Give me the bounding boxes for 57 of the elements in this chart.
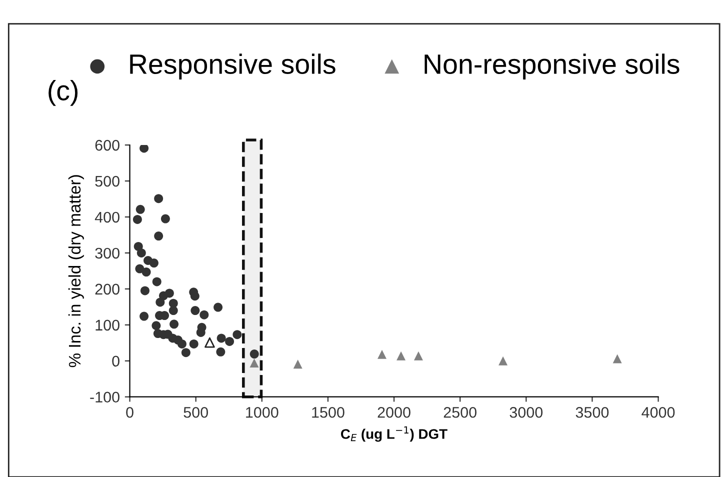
- point: [232, 330, 242, 340]
- point: [250, 358, 259, 368]
- point: [293, 360, 302, 369]
- point: [154, 194, 164, 204]
- point: [250, 350, 259, 359]
- y-tick-label: -100: [90, 392, 120, 403]
- point: [216, 347, 226, 356]
- point: [140, 145, 149, 153]
- point: [152, 321, 161, 330]
- y-tick-label: 500: [95, 176, 120, 187]
- point: [612, 354, 622, 364]
- x-tick-label: 2500: [444, 406, 476, 418]
- point: [177, 339, 186, 348]
- y-tick-label: 0: [112, 356, 120, 367]
- point: [200, 310, 209, 320]
- x-tick-label: 2000: [378, 406, 410, 418]
- x-tick-label: 3500: [576, 406, 609, 418]
- point: [181, 348, 190, 358]
- point: [170, 320, 179, 329]
- point: [149, 258, 158, 268]
- y-tick-label: 200: [95, 284, 120, 295]
- x-tick-label: 0: [126, 406, 134, 418]
- point: [142, 268, 151, 277]
- point: [168, 306, 178, 316]
- point: [396, 351, 406, 360]
- point: [136, 204, 145, 214]
- point: [140, 312, 149, 321]
- point: [225, 336, 234, 346]
- point: [216, 334, 226, 343]
- x-tick-label: 3000: [510, 406, 543, 418]
- point: [132, 214, 142, 224]
- x-axis-title: C$_{E}$ (ug L$^{−1}$) DGT: [340, 426, 448, 442]
- point: [140, 286, 150, 296]
- point: [136, 248, 146, 258]
- point: [154, 232, 164, 241]
- x-tick-label: 1500: [312, 406, 344, 418]
- point: [189, 339, 198, 348]
- point: [190, 306, 200, 316]
- point: [498, 356, 508, 366]
- chart-title: (c): [48, 80, 78, 106]
- legend-label: Non-responsive soils: [424, 54, 680, 80]
- legend-label: Responsive soils: [130, 54, 336, 80]
- x-tick-label: 1000: [246, 406, 278, 418]
- point: [152, 277, 162, 286]
- point: [204, 337, 215, 348]
- point: [414, 351, 423, 360]
- point: [164, 288, 174, 298]
- point: [214, 302, 223, 312]
- y-tick-label: 600: [95, 140, 120, 151]
- point: [160, 214, 170, 224]
- y-tick-label: 400: [94, 212, 120, 223]
- x-tick-label: 500: [184, 406, 208, 418]
- y-tick-label: 100: [96, 320, 120, 331]
- y-tick-label: 300: [95, 248, 120, 259]
- x-tick-label: 4000: [642, 406, 675, 418]
- y-axis-title: % Inc. in yield (dry matter): [68, 175, 84, 368]
- point: [378, 350, 387, 359]
